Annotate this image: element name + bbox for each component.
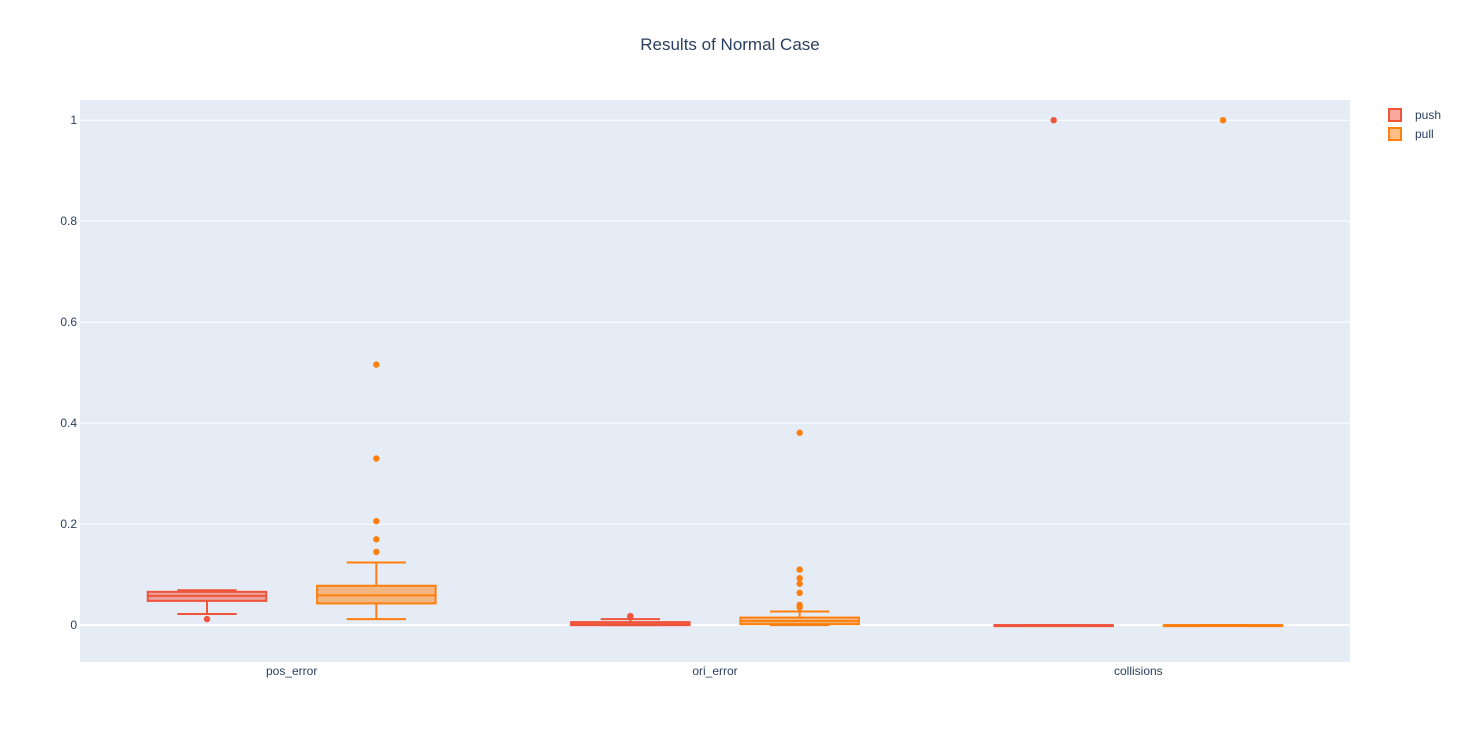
outlier-point (796, 566, 803, 573)
outlier-point (796, 580, 803, 587)
legend: push pull (1388, 108, 1441, 141)
x-tick-label: ori_error (692, 664, 737, 678)
y-tick-label: 1 (70, 113, 77, 127)
legend-item-pull: pull (1388, 127, 1434, 141)
box-pull-collisions (1162, 116, 1284, 628)
outlier-point (1219, 116, 1227, 124)
y-tick-label: 0.4 (60, 416, 77, 430)
x-tick-label: pos_error (266, 664, 317, 678)
legend-label: push (1415, 108, 1441, 122)
box-push-collisions (993, 116, 1114, 628)
outlier-point (203, 615, 211, 623)
plot-area (80, 100, 1350, 662)
box-push-ori_error (570, 612, 691, 627)
outlier-point (373, 455, 380, 462)
x-tick-label: collisions (1114, 664, 1163, 678)
outlier-point (1050, 116, 1057, 124)
outlier-point (796, 574, 803, 582)
y-axis-ticks: 0 0.2 0.4 0.6 0.8 1 (60, 113, 77, 632)
outlier-point (796, 601, 803, 609)
x-axis-ticks: pos_error ori_error collisions (266, 664, 1163, 678)
chart-title: Results of Normal Case (640, 35, 820, 54)
y-tick-label: 0.6 (60, 315, 77, 329)
y-tick-label: 0.2 (60, 517, 77, 531)
outlier-point (373, 536, 380, 543)
outlier-point (373, 548, 380, 556)
legend-swatch (1388, 108, 1402, 122)
legend-label: pull (1415, 127, 1434, 141)
y-tick-label: 0 (70, 618, 77, 632)
legend-swatch (1388, 127, 1402, 141)
box-push-pos_error (146, 589, 268, 623)
box-pull-ori_error (739, 429, 860, 627)
outlier-point (373, 517, 380, 525)
grid-lines (80, 119, 1350, 627)
y-tick-label: 0.8 (60, 214, 77, 228)
outlier-point (627, 612, 634, 620)
box-pull-pos_error (316, 361, 437, 621)
outlier-point (796, 589, 803, 597)
box-traces (146, 116, 1284, 628)
legend-item-push: push (1388, 108, 1441, 122)
outlier-point (373, 361, 380, 368)
outlier-point (796, 429, 803, 436)
